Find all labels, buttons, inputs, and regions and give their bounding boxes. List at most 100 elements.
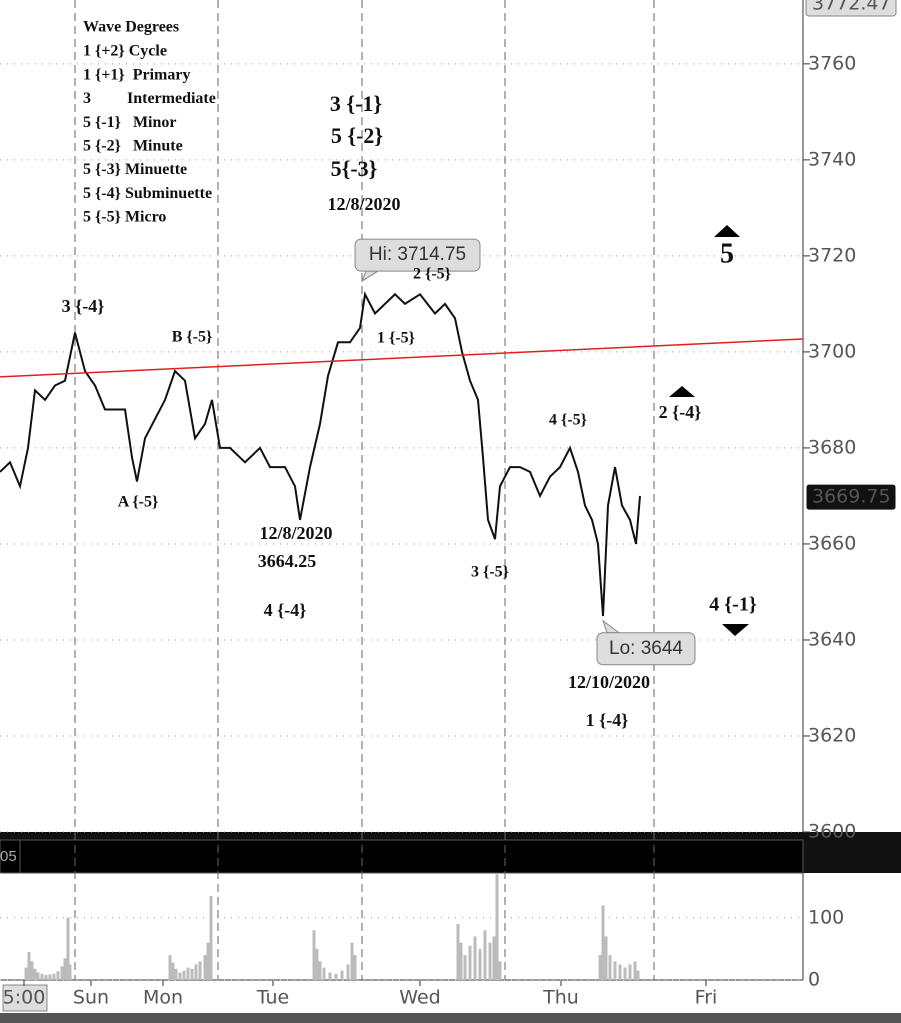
wave-label: 4 {-4}: [264, 600, 307, 620]
volume-bar: [478, 948, 482, 980]
volume-bar: [468, 945, 472, 980]
volume-bar: [190, 968, 194, 980]
y-tick-label: 3640: [808, 628, 856, 650]
legend-item: 5 {-1} Minor: [83, 114, 176, 131]
callout-box: [596, 632, 696, 666]
legend-item: 5 {-4} Subminuette: [83, 185, 212, 202]
arrow-up: [669, 386, 695, 397]
x-tick-label: Sun: [73, 987, 109, 1009]
y-tick-label: 3680: [808, 436, 856, 458]
volume-bar: [40, 973, 44, 980]
volume-bar: [604, 936, 608, 980]
volume-bar: [334, 973, 338, 980]
legend-item: 1 {+2} Cycle: [83, 43, 167, 60]
wave-label: 4 {-1}: [709, 594, 757, 616]
wave-label: 2 {-4}: [659, 402, 702, 422]
volume-bar: [473, 936, 477, 980]
wave-label: 1 {-4}: [586, 710, 629, 730]
volume-bar: [322, 967, 326, 980]
callout-box: [354, 238, 481, 272]
wave-label: 3 {-1}: [330, 91, 382, 116]
wave-label: 12/8/2020: [327, 194, 400, 214]
high-marker-label: 3772.47: [812, 0, 891, 14]
volume-bar: [30, 961, 34, 980]
wave-label: 2 {-5}: [413, 266, 451, 283]
legend: Wave Degrees 1 {+2} Cycle 1 {+1} Primary 3…: [83, 19, 216, 226]
volume-bar: [36, 972, 40, 980]
wave-label: 12/10/2020: [568, 672, 650, 692]
price-line: [0, 291, 641, 617]
wave-label: 3664.25: [258, 551, 317, 571]
volume-bar: [492, 936, 496, 980]
volume-bar: [328, 972, 332, 980]
volume-bar: [340, 970, 344, 980]
volume-tick-label: 100: [808, 906, 844, 928]
volume-bar: [456, 924, 460, 980]
legend-item: 5 {-3} Minuette: [83, 161, 187, 178]
volume-bar: [209, 896, 213, 980]
time-box: [2, 984, 48, 1012]
y-tick-label: 3740: [808, 148, 856, 170]
y-tick-label: 3620: [808, 724, 856, 746]
arrow-down: [722, 624, 749, 636]
volume-bar: [168, 955, 172, 980]
y-tick-label: 3700: [808, 340, 856, 362]
volume-bar: [498, 961, 502, 980]
volume-label: 05: [0, 848, 17, 865]
volume-bar: [68, 964, 72, 980]
volume-bar: [318, 961, 322, 980]
volume-bar: [60, 966, 64, 980]
volume-bar: [346, 964, 350, 980]
wave-label: 3 {-4}: [62, 296, 105, 316]
volume-bar: [623, 967, 627, 980]
volume-bar: [312, 930, 316, 980]
volume-bar: [186, 967, 190, 980]
volume-bar: [636, 970, 640, 980]
volume-bar: [66, 917, 70, 980]
volume-bar: [483, 930, 487, 980]
volume-bar: [618, 964, 622, 980]
x-tick-label: Tue: [256, 987, 289, 1009]
volume-bar: [206, 942, 210, 980]
volume-bar: [495, 874, 499, 980]
volume-bar: [598, 955, 602, 980]
x-tick-label: Thu: [542, 987, 579, 1009]
callout-label: Hi: 3714.75: [369, 244, 466, 265]
volume-bar: [353, 955, 357, 980]
volume-bar: [203, 955, 207, 980]
volume-bar: [628, 964, 632, 980]
volume-bar: [315, 948, 319, 980]
volume-bar: [56, 971, 60, 980]
x-tick-label: Fri: [695, 987, 718, 1009]
wave-label: B {-5}: [172, 329, 213, 346]
volume-bar: [182, 970, 186, 980]
volume-header-box: [0, 839, 804, 874]
wave-label: 4 {-5}: [549, 412, 587, 429]
volume-bar: [48, 974, 52, 980]
volume-bar: [350, 942, 354, 980]
volume-bar: [24, 967, 28, 980]
volume-bar: [178, 972, 182, 980]
legend-item: 5 {-5} Micro: [83, 209, 166, 226]
volume-bar: [459, 942, 463, 980]
high-marker-box: [805, 0, 897, 17]
volume-bar: [633, 961, 637, 980]
volume-bar: [52, 973, 56, 980]
y-tick-label: 3760: [808, 52, 856, 74]
x-tick-label: Wed: [399, 987, 440, 1009]
volume-bar: [63, 958, 67, 980]
y-tick-label: 3720: [808, 244, 856, 266]
legend-item: 3 Intermediate: [83, 90, 216, 107]
scrollbar[interactable]: [0, 1013, 901, 1023]
volume-tick-label: 0: [808, 969, 820, 991]
last-price-label: 3669.75: [812, 486, 891, 508]
trend-line: [0, 338, 804, 378]
volume-bar: [174, 968, 178, 980]
wave-label: 5 {-2}: [331, 123, 383, 148]
y-tick-label: 3600: [808, 821, 856, 843]
volume-bar: [171, 962, 175, 980]
x-tick-label: 5:00: [3, 987, 46, 1009]
volume-bar: [33, 968, 37, 980]
volume-bar: [27, 952, 31, 980]
